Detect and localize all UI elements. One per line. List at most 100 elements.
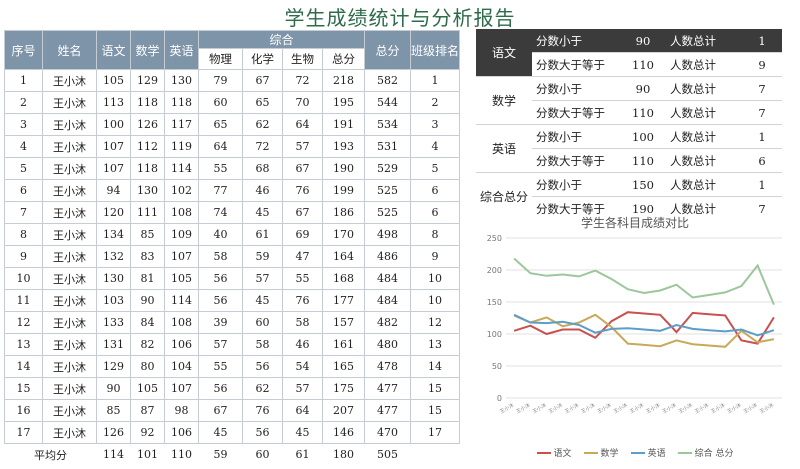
cell-biology: 47 [282, 245, 323, 268]
cell-english: 109 [164, 223, 199, 246]
cell-physics: 56 [198, 289, 243, 312]
cell-biology: 72 [282, 69, 323, 92]
average-label: 平均分 [34, 448, 67, 462]
cell-math: 130 [130, 179, 165, 202]
summary-row: 综合总分 分数小于 150 人数总计 1 [476, 172, 782, 220]
summary-count: 7 [742, 196, 782, 220]
x-tick-label: 王小沐 [612, 402, 629, 416]
cell-chinese: 107 [96, 135, 131, 158]
cell-rank: 15 [409, 377, 461, 400]
cell-chinese: 90 [96, 377, 131, 400]
cell-physics: 55 [198, 355, 243, 378]
cell-comp-total: 177 [322, 289, 365, 312]
average-p: 59 [213, 448, 228, 461]
cell-chemistry: 72 [242, 135, 283, 158]
summary-cond: 分数小于 [532, 29, 620, 53]
cell-chemistry: 56 [242, 421, 283, 444]
cell-chemistry: 60 [242, 311, 283, 334]
table-row: 6 王小沐 94 130 102 77 46 76 199 525 6 [4, 179, 461, 202]
summary-count: 1 [742, 172, 782, 197]
series-line-3 [513, 257, 775, 305]
summary-count: 6 [742, 148, 782, 173]
page-title: 学生成绩统计与分析报告 [284, 6, 516, 30]
cell-total: 478 [364, 355, 411, 378]
cell-name: 王小沐 [42, 399, 97, 422]
legend-item: 英语 [630, 446, 666, 459]
cell-seq: 5 [4, 157, 43, 180]
cell-name: 王小沐 [42, 421, 97, 444]
x-tick-label: 王小沐 [661, 402, 678, 416]
cell-total: 525 [364, 201, 411, 224]
legend-item: 数学 [583, 446, 619, 459]
table-row: 5 王小沐 107 118 114 55 68 67 190 529 5 [4, 157, 461, 180]
cell-english: 98 [164, 399, 199, 422]
summary-val: 150 [620, 172, 666, 197]
x-tick-label: 王小沐 [564, 402, 581, 416]
cell-chinese: 134 [96, 223, 131, 246]
cell-math: 90 [130, 289, 165, 312]
table-row: 14 王小沐 129 80 104 55 56 54 165 478 14 [4, 355, 461, 378]
cell-name: 王小沐 [42, 333, 97, 356]
cell-rank: 1 [409, 69, 461, 92]
cell-total: 582 [364, 69, 411, 92]
cell-seq: 12 [4, 311, 43, 334]
cell-physics: 60 [198, 91, 243, 114]
summary-count: 1 [742, 29, 782, 53]
table-row: 8 王小沐 134 85 109 40 61 69 170 498 8 [4, 223, 461, 246]
summary-label: 人数总计 [666, 172, 742, 197]
cell-comp-total: 186 [322, 201, 365, 224]
chart-svg: 050100150200250王小沐 王小沐 王小沐 王小沐 王小沐 王小沐 王小沐 王小沐王… [487, 234, 782, 416]
header-composite: 综合 [198, 30, 365, 49]
legend-item: 综合 总分 [677, 446, 733, 459]
table-row: 11 王小沐 103 90 114 56 45 76 177 484 10 [4, 289, 461, 312]
table-row: 9 王小沐 132 83 107 58 59 47 164 486 9 [4, 245, 461, 268]
cell-rank: 6 [409, 179, 461, 202]
table-row: 15 王小沐 90 105 107 56 62 57 175 477 15 [4, 377, 461, 400]
header-biology: 生物 [282, 48, 323, 70]
cell-physics: 58 [198, 245, 243, 268]
summary-count: 1 [742, 124, 782, 149]
cell-comp-total: 170 [322, 223, 365, 246]
cell-biology: 67 [282, 201, 323, 224]
x-tick-label: 王小沐 [547, 402, 564, 416]
summary-val: 100 [620, 124, 666, 149]
y-tick-label: 50 [492, 362, 502, 371]
cell-rank: 10 [409, 267, 461, 290]
header-name: 姓名 [42, 30, 97, 70]
cell-seq: 9 [4, 245, 43, 268]
cell-math: 105 [130, 377, 165, 400]
cell-chemistry: 62 [242, 113, 283, 136]
cell-english: 114 [164, 157, 199, 180]
cell-biology: 64 [282, 399, 323, 422]
cell-english: 130 [164, 69, 199, 92]
cell-english: 107 [164, 377, 199, 400]
cell-name: 王小沐 [42, 245, 97, 268]
table-row: 3 王小沐 100 126 117 65 62 64 191 534 3 [4, 113, 461, 136]
table-row: 17 王小沐 126 92 106 45 56 45 146 470 17 [4, 421, 461, 444]
cell-total: 470 [364, 421, 411, 444]
cell-english: 107 [164, 245, 199, 268]
cell-biology: 57 [282, 377, 323, 400]
cell-rank: 5 [409, 157, 461, 180]
cell-chinese: 120 [96, 201, 131, 224]
y-tick-label: 0 [497, 394, 502, 403]
summary-row: 数学 分数小于 90 人数总计 7 [476, 76, 782, 125]
summary-label: 人数总计 [666, 196, 742, 220]
cell-english: 104 [164, 355, 199, 378]
y-tick-label: 100 [487, 330, 502, 339]
cell-biology: 54 [282, 355, 323, 378]
cell-chemistry: 61 [242, 223, 283, 246]
cell-seq: 3 [4, 113, 43, 136]
summary-count: 9 [742, 52, 782, 77]
cell-biology: 64 [282, 113, 323, 136]
cell-chemistry: 76 [242, 399, 283, 422]
cell-rank: 9 [409, 245, 461, 268]
cell-physics: 57 [198, 333, 243, 356]
cell-total: 531 [364, 135, 411, 158]
cell-chemistry: 46 [242, 179, 283, 202]
cell-chemistry: 45 [242, 289, 283, 312]
cell-name: 王小沐 [42, 157, 97, 180]
cell-physics: 40 [198, 223, 243, 246]
x-tick-label: 王小沐 [758, 402, 775, 416]
summary-row: 分数大于等于 110 人数总计 9 [476, 52, 782, 77]
